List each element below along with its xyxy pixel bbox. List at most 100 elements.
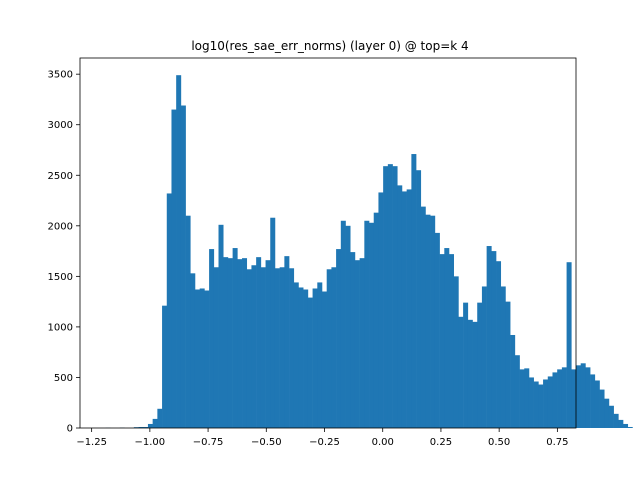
histogram-bar bbox=[453, 276, 459, 428]
histogram-bar bbox=[467, 319, 473, 428]
histogram-bar bbox=[166, 193, 172, 428]
y-tick-label: 1500 bbox=[48, 272, 73, 283]
histogram-bar bbox=[528, 377, 534, 428]
histogram-bar bbox=[345, 225, 351, 428]
histogram-bar bbox=[486, 246, 492, 428]
histogram-bar bbox=[594, 380, 600, 428]
histogram-bar bbox=[580, 363, 586, 428]
histogram-bar bbox=[373, 212, 379, 428]
x-tick-label: −0.25 bbox=[309, 437, 340, 448]
histogram-bar bbox=[533, 381, 539, 428]
histogram-bar bbox=[312, 288, 318, 428]
histogram-bar bbox=[237, 259, 243, 428]
histogram-bar bbox=[477, 302, 483, 428]
histogram-bar bbox=[397, 185, 403, 428]
histogram-bar bbox=[449, 254, 454, 428]
histogram-bar bbox=[613, 413, 619, 428]
histogram-bar bbox=[383, 166, 389, 429]
histogram-bar bbox=[604, 398, 610, 428]
histogram-bar bbox=[364, 220, 370, 428]
x-tick-label: −1.00 bbox=[135, 437, 166, 448]
histogram-bar bbox=[623, 423, 629, 428]
histogram-bar bbox=[444, 248, 450, 428]
histogram-bar bbox=[557, 369, 563, 428]
histogram-bar bbox=[514, 355, 520, 428]
histogram-bar bbox=[194, 289, 200, 428]
histogram-bar bbox=[463, 302, 469, 428]
x-tick-label: −1.25 bbox=[76, 437, 107, 448]
histogram-bar bbox=[590, 374, 596, 428]
histogram-bar bbox=[242, 258, 248, 428]
histogram-bar bbox=[566, 262, 572, 428]
x-tick-label: 0.00 bbox=[372, 437, 394, 448]
x-tick-label: 0.25 bbox=[430, 437, 452, 448]
histogram-bar bbox=[279, 267, 285, 428]
histogram-bar bbox=[496, 261, 502, 428]
histogram-bar bbox=[303, 289, 309, 428]
y-tick-label: 2500 bbox=[48, 171, 73, 182]
histogram-bar bbox=[627, 426, 633, 428]
histogram-bar bbox=[321, 291, 327, 428]
y-tick-label: 3000 bbox=[48, 120, 73, 131]
histogram-bar bbox=[576, 365, 581, 428]
histogram-bar bbox=[411, 154, 417, 429]
histogram-bar bbox=[524, 368, 530, 428]
histogram-bar bbox=[406, 189, 412, 428]
histogram-bar bbox=[458, 316, 464, 428]
histogram-bar bbox=[519, 369, 525, 428]
histogram-bar bbox=[354, 260, 360, 428]
histogram-bar bbox=[505, 301, 511, 428]
y-axis-ticks: 0 500 1000 1500 2000 2500 3000 3500 bbox=[48, 70, 80, 435]
histogram-bar bbox=[331, 267, 337, 428]
histogram-bar bbox=[251, 265, 257, 428]
histogram-bar bbox=[298, 287, 304, 428]
histogram-bar bbox=[274, 268, 280, 428]
histogram-bar bbox=[270, 217, 276, 428]
histogram-bar bbox=[284, 256, 290, 428]
histogram-bar bbox=[425, 214, 431, 428]
histogram-bar bbox=[204, 290, 210, 428]
histogram-bar bbox=[538, 384, 544, 428]
histogram-bars bbox=[105, 75, 633, 429]
histogram-bar bbox=[608, 405, 614, 428]
x-tick-label: 0.50 bbox=[488, 437, 510, 448]
histogram-bar bbox=[359, 258, 365, 428]
histogram-bar bbox=[218, 224, 224, 428]
histogram-bar bbox=[185, 215, 191, 428]
histogram-bar bbox=[434, 232, 440, 428]
histogram-bar bbox=[246, 269, 252, 428]
histogram-bar bbox=[561, 367, 567, 428]
histogram-bar bbox=[387, 164, 393, 428]
histogram-bar bbox=[157, 408, 163, 428]
histogram-bar bbox=[143, 426, 149, 428]
histogram-bar bbox=[213, 267, 219, 428]
histogram-bar bbox=[190, 273, 196, 428]
histogram-bar bbox=[416, 170, 422, 428]
y-tick-label: 500 bbox=[54, 373, 73, 384]
axes-frame bbox=[79, 57, 577, 429]
x-axis-ticks: −1.25 −1.00 −0.75 −0.50 −0.25 0.00 0.25 0.50 0.7… bbox=[76, 428, 569, 448]
histogram-bar bbox=[439, 254, 445, 428]
histogram-bar bbox=[401, 191, 407, 428]
histogram-bar bbox=[378, 192, 384, 428]
x-tick-label: −0.50 bbox=[251, 437, 282, 448]
x-tick-label: −0.75 bbox=[193, 437, 224, 448]
histogram-bar bbox=[369, 222, 375, 428]
histogram-bar bbox=[171, 109, 177, 428]
histogram-bar bbox=[618, 419, 624, 428]
histogram-bar bbox=[260, 267, 266, 428]
chart-title: log10(res_sae_err_norms) (layer 0) @ top… bbox=[191, 39, 468, 53]
histogram-bar bbox=[133, 427, 139, 428]
histogram-bar bbox=[232, 248, 238, 428]
histogram-bar bbox=[289, 268, 295, 428]
histogram-bar bbox=[510, 334, 516, 428]
histogram-bar bbox=[317, 282, 323, 428]
histogram-bar bbox=[209, 249, 215, 428]
histogram-bar bbox=[293, 282, 299, 428]
histogram-bar bbox=[340, 220, 346, 428]
histogram-bar bbox=[265, 260, 271, 428]
histogram-bar bbox=[227, 258, 233, 428]
histogram-bar bbox=[223, 257, 229, 428]
histogram-bar bbox=[350, 252, 356, 428]
